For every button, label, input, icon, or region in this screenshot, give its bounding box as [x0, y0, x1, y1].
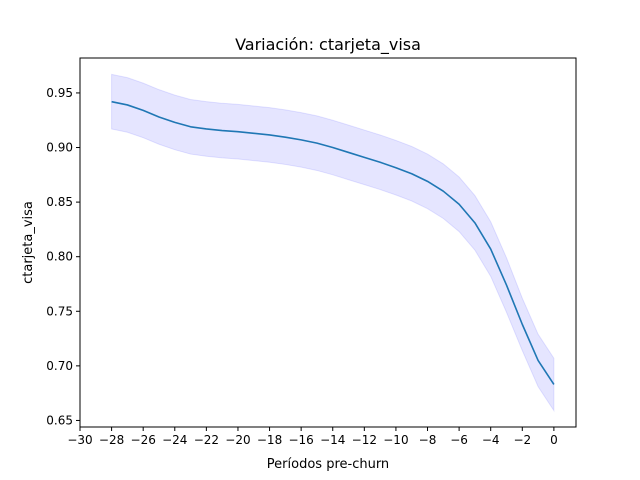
x-tick-label: −26 — [131, 433, 156, 447]
y-tick-label: 0.90 — [46, 141, 73, 155]
y-axis-label: ctarjeta_visa — [21, 201, 36, 284]
y-tick-label: 0.75 — [46, 304, 73, 318]
x-tick-label: −10 — [383, 433, 408, 447]
y-tick-label: 0.85 — [46, 195, 73, 209]
x-tick-label: −30 — [67, 433, 92, 447]
x-tick-label: −20 — [225, 433, 250, 447]
chart-title: Variación: ctarjeta_visa — [235, 35, 421, 55]
x-tick-label: −22 — [194, 433, 219, 447]
y-tick-label: 0.80 — [46, 250, 73, 264]
y-tick-label: 0.65 — [46, 413, 73, 427]
x-tick-label: −14 — [320, 433, 345, 447]
x-tick-label: −16 — [288, 433, 313, 447]
confidence-band — [111, 73, 555, 413]
x-tick-label: −2 — [513, 433, 531, 447]
x-tick-label: −4 — [482, 433, 500, 447]
x-tick-label: −28 — [99, 433, 124, 447]
axes-frame — [79, 57, 577, 428]
x-axis: −30 −28 −26 −24 −22 −20 −18 −16 −14 −12 −10 −8 −6 −4−… — [67, 427, 558, 447]
y-tick-label: 0.95 — [46, 86, 73, 100]
y-tick-label: 0.70 — [46, 359, 73, 373]
x-tick-label: −8 — [419, 433, 437, 447]
x-tick-label: 0 — [550, 433, 558, 447]
x-tick-label: −12 — [352, 433, 377, 447]
x-tick-label: −6 — [450, 433, 468, 447]
x-axis-label: Períodos pre-churn — [267, 457, 389, 472]
plot-area — [111, 73, 555, 413]
y-axis: 0.65 0.70 0.75 0.80 0.85 0.90 0.95 — [46, 86, 80, 427]
series-line — [111, 100, 555, 385]
x-tick-label: −18 — [257, 433, 282, 447]
x-tick-label: −24 — [162, 433, 187, 447]
